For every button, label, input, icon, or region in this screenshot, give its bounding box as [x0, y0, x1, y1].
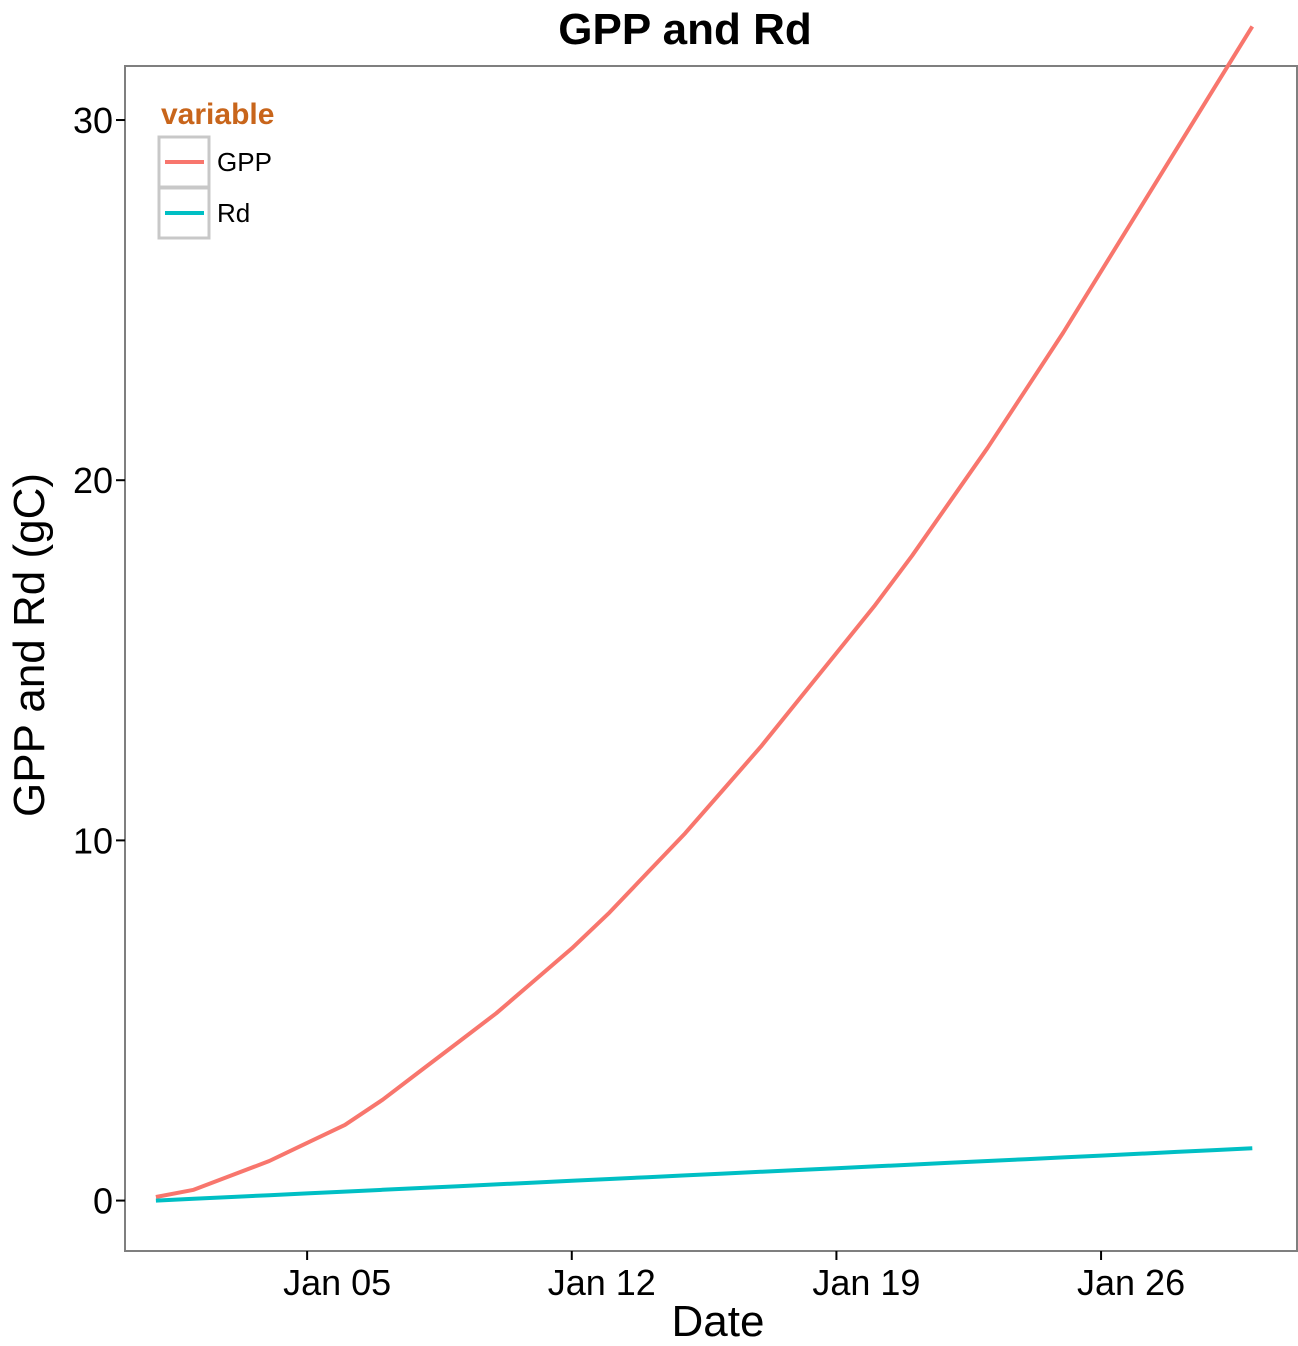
- y-tick-label: 10: [73, 820, 113, 861]
- series-line-gpp: [155, 25, 1255, 1199]
- plot-panel: [124, 65, 1298, 1252]
- legend: variable GPP Rd: [157, 98, 274, 240]
- x-tick-label: Jan 19: [812, 1262, 920, 1303]
- y-tick-label: 20: [73, 460, 113, 501]
- x-tick-label: Jan 05: [283, 1262, 391, 1303]
- series-line-rd: [155, 1146, 1253, 1203]
- y-tick-label: 0: [93, 1181, 113, 1222]
- y-tick-label: 30: [73, 100, 113, 141]
- x-axis-title: Date: [672, 1297, 765, 1346]
- x-tick-label: Jan 26: [1077, 1262, 1185, 1303]
- y-axis-title: GPP and Rd (gC): [5, 473, 54, 817]
- series-lines: [155, 25, 1255, 1203]
- x-tick-label: Jan 12: [548, 1262, 656, 1303]
- chart-title: GPP and Rd: [558, 5, 811, 54]
- x-axis: Jan 05 Jan 12 Jan 19 Jan 26: [283, 1251, 1185, 1303]
- y-axis: 0 10 20 30: [73, 100, 125, 1222]
- legend-title: variable: [161, 98, 274, 131]
- legend-label-rd: Rd: [217, 198, 250, 228]
- legend-label-gpp: GPP: [217, 147, 272, 177]
